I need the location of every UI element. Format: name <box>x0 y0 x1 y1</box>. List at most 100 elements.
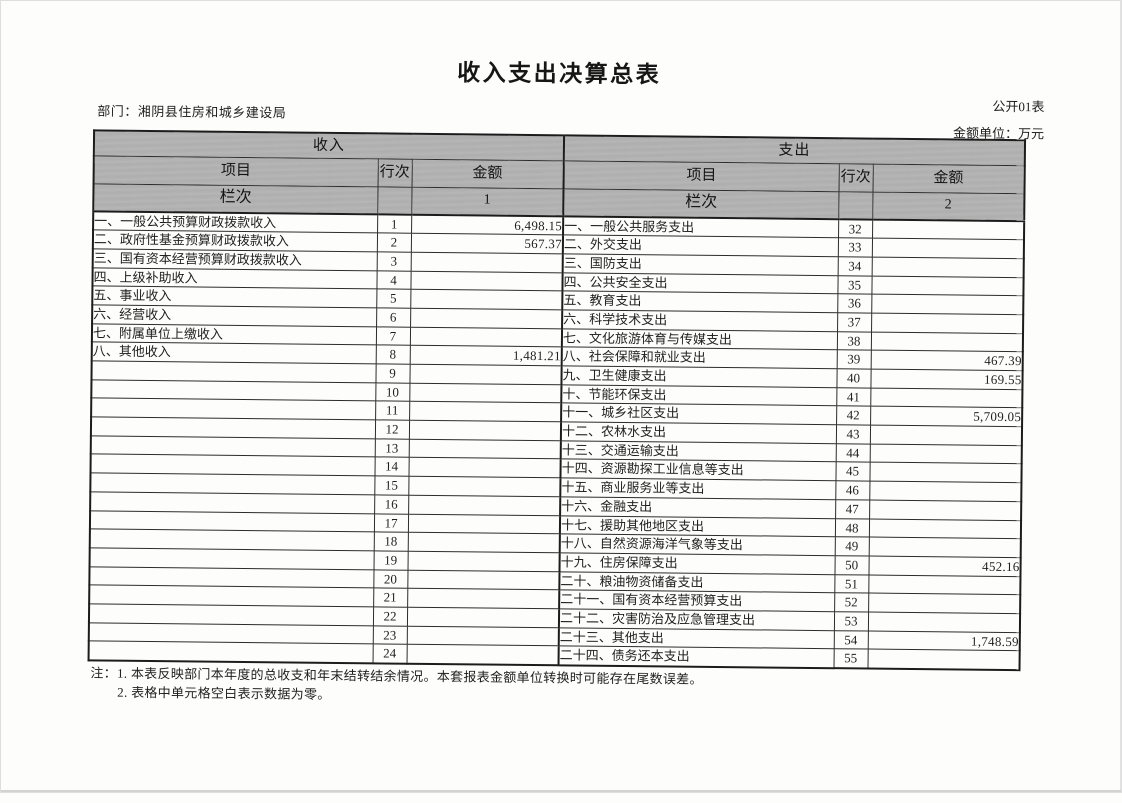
income-amount-cell <box>406 607 560 628</box>
expenditure-rowno-cell: 50 <box>834 555 869 575</box>
department-label: 部门：湘阴县住房和城乡建设局 <box>97 103 287 121</box>
income-rowno-cell: 22 <box>372 606 408 626</box>
income-rowno-cell: 18 <box>373 532 408 552</box>
income-item-header: 项目 <box>93 155 378 187</box>
expenditure-column-number: 2 <box>872 191 1025 222</box>
footnotes: 注：1. 本表反映部门本年度的总收支和年末结转结余情况。本套报表金额单位转换时可… <box>90 663 703 707</box>
expenditure-amount-cell: 1,748.59 <box>867 630 1020 651</box>
income-rowno-cell: 12 <box>374 419 410 439</box>
income-amount-cell: 6,498.15 <box>411 214 564 236</box>
income-rowno-cell: 2 <box>376 233 412 253</box>
expenditure-rowno-cell: 55 <box>833 649 868 669</box>
expenditure-amount-cell <box>870 331 1024 352</box>
income-rowno-cell: 6 <box>376 307 411 327</box>
expenditure-lanci-header: 栏次 <box>563 188 839 220</box>
income-rowno-cell: 11 <box>375 401 410 421</box>
expenditure-amount-cell <box>868 574 1021 595</box>
income-rowno-cell: 10 <box>375 382 410 402</box>
expenditure-rowno-cell: 37 <box>837 312 872 332</box>
income-rowno-cell: 4 <box>376 270 411 290</box>
expenditure-rowno-cell: 39 <box>836 350 871 370</box>
expenditure-amount-cell <box>871 275 1024 296</box>
income-amount-cell <box>410 270 563 292</box>
expenditure-amount-cell <box>871 294 1024 315</box>
expenditure-amount-header: 金额 <box>872 163 1025 194</box>
expenditure-rowno-cell: 35 <box>837 275 872 295</box>
expenditure-rowno-cell: 54 <box>833 630 868 650</box>
income-amount-cell <box>410 252 563 273</box>
income-rowno-cell: 17 <box>373 513 409 533</box>
expenditure-amount-cell: 452.16 <box>868 555 1021 577</box>
expenditure-rowno-cell: 34 <box>837 256 872 276</box>
expenditure-rowno-cell: 41 <box>836 387 871 407</box>
expenditure-rowno-cell: 36 <box>837 293 872 313</box>
income-amount-cell <box>408 420 562 441</box>
expenditure-rowno-cell: 51 <box>834 574 869 594</box>
income-amount-cell: 1,481.21 <box>409 345 562 366</box>
expenditure-rowno-spacer <box>838 191 873 220</box>
income-amount-cell <box>407 532 560 553</box>
income-amount-cell <box>409 401 562 422</box>
expenditure-amount-cell <box>872 219 1025 240</box>
form-code-label: 公开01表 <box>992 98 1045 115</box>
expenditure-rowno-cell: 43 <box>835 424 871 444</box>
table-body: 一、一般公共预算财政拨款收入 1 6,498.15 一、一般公共服务支出 32 二、政府性… <box>88 211 1025 670</box>
expenditure-amount-cell <box>869 443 1022 465</box>
income-amount-cell <box>407 569 560 591</box>
income-rowno-cell: 20 <box>373 569 408 589</box>
expenditure-amount-cell <box>871 256 1024 278</box>
expenditure-amount-cell: 467.39 <box>870 350 1023 371</box>
expenditure-amount-cell <box>869 481 1022 502</box>
income-rowno-cell: 5 <box>376 289 411 309</box>
expenditure-rowno-cell: 42 <box>836 406 871 426</box>
expenditure-rowno-cell: 53 <box>833 611 869 631</box>
income-amount-cell <box>408 495 561 516</box>
expenditure-amount-cell: 5,709.05 <box>870 406 1023 427</box>
expenditure-amount-cell <box>869 499 1022 521</box>
expenditure-amount-cell: 169.55 <box>870 369 1023 390</box>
income-rowno-cell: 9 <box>375 363 410 383</box>
expenditure-rowno-cell: 33 <box>837 237 873 257</box>
income-amount-cell <box>407 551 560 572</box>
income-rowno-cell: 16 <box>374 494 409 514</box>
expenditure-rowno-cell: 48 <box>834 518 870 538</box>
expenditure-rowno-cell: 44 <box>835 443 870 463</box>
income-rowno-cell: 3 <box>376 251 411 271</box>
income-amount-cell <box>408 438 561 460</box>
expenditure-amount-cell <box>869 425 1023 446</box>
expenditure-amount-cell <box>868 537 1021 558</box>
income-item-cell <box>88 641 373 663</box>
expenditure-rowno-cell: 40 <box>836 368 871 388</box>
income-rowno-cell: 13 <box>374 438 409 458</box>
income-rowno-header: 行次 <box>377 158 412 187</box>
expenditure-item-cell: 二十四、债务还本支出 <box>558 646 834 668</box>
income-lanci-header: 栏次 <box>93 183 378 215</box>
income-rowno-cell: 1 <box>377 214 412 234</box>
income-rowno-cell: 19 <box>373 550 408 570</box>
expenditure-rowno-header: 行次 <box>838 163 873 192</box>
expenditure-amount-cell <box>868 593 1021 614</box>
income-column-number: 1 <box>411 186 564 217</box>
income-amount-cell <box>410 289 563 310</box>
income-amount-cell <box>408 457 561 478</box>
income-amount-cell <box>408 476 561 497</box>
expenditure-amount-cell <box>867 611 1021 633</box>
expenditure-rowno-cell: 52 <box>834 592 869 612</box>
income-amount-cell: 567.37 <box>410 233 564 254</box>
income-rowno-cell: 8 <box>375 345 410 365</box>
page-title: 收入支出决算总表 <box>457 59 662 88</box>
income-amount-header: 金额 <box>411 158 564 189</box>
income-amount-cell <box>410 308 563 329</box>
expenditure-amount-cell <box>871 238 1025 259</box>
income-amount-cell <box>406 625 559 647</box>
income-rowno-cell: 15 <box>374 475 409 496</box>
income-rowno-cell: 14 <box>374 457 409 477</box>
income-rowno-cell: 24 <box>372 644 407 664</box>
income-amount-cell <box>406 644 559 665</box>
expenditure-rowno-cell: 49 <box>834 536 869 556</box>
summary-table: 收入 支出 项目 行次 金额 项目 行次 金额 栏次 1 栏次 2 一、一般公共… <box>87 129 1027 671</box>
income-amount-cell <box>409 364 562 385</box>
expenditure-amount-cell <box>870 387 1023 409</box>
income-amount-cell <box>409 382 562 404</box>
